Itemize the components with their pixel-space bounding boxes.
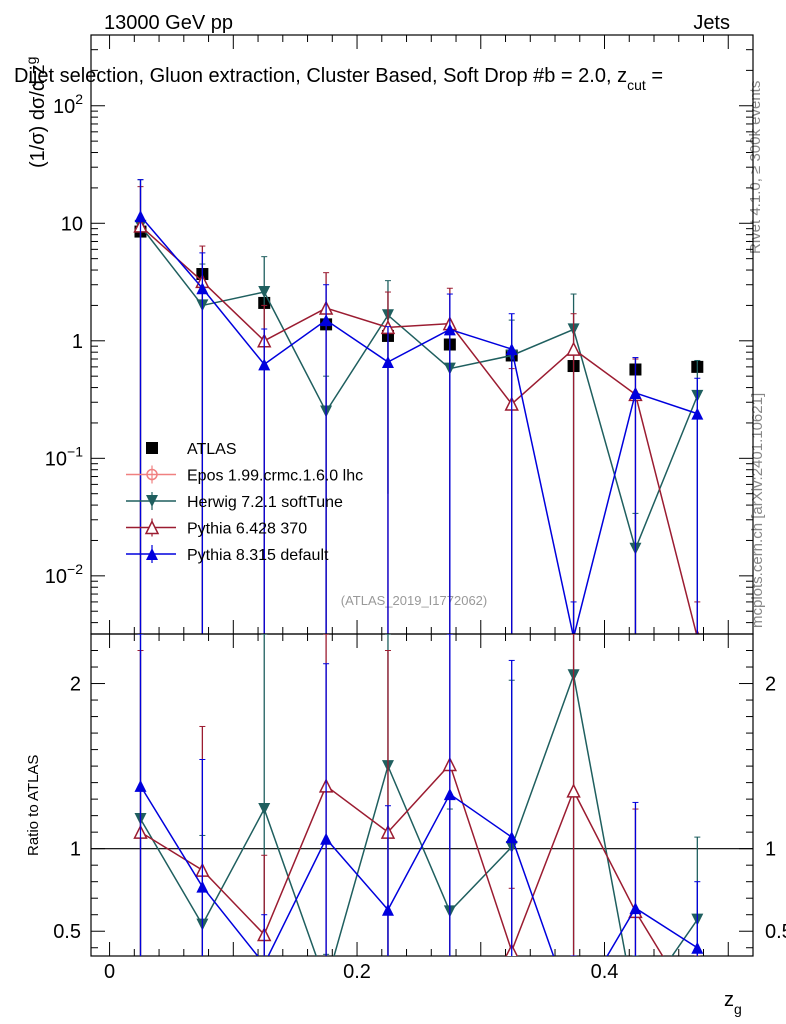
legend-marker <box>146 495 158 507</box>
ratio-point <box>320 832 333 845</box>
data-point <box>258 358 271 371</box>
x-tick-label: 0.4 <box>591 961 619 983</box>
legend-item-pythia6: Pythia 6.428 370 <box>126 518 307 538</box>
legend-label: Herwig 7.2.1 softTune <box>187 494 343 511</box>
series-line <box>139 215 698 634</box>
analysis-title-main: Dijet selection, Gluon extraction, Clust… <box>14 65 627 87</box>
series-pythia8-main <box>134 179 704 634</box>
ratio-y-tick-label: 0.5 <box>765 921 786 943</box>
main-y-axis-label: (1/σ) dσ/d zg <box>23 57 49 168</box>
series-pythia6-main <box>133 186 701 634</box>
x-tick-label: 0.2 <box>343 961 371 983</box>
ratio-point <box>258 958 270 970</box>
ratio-y-tick-label: 1 <box>70 839 81 861</box>
data-point <box>320 314 333 327</box>
ratio-frame <box>90 633 754 957</box>
legend-marker <box>144 519 160 535</box>
main-y-axis-label-text: (1/σ) dσ/d z <box>27 64 49 168</box>
main-y-axis-label-sub: g <box>23 57 39 65</box>
ratio-point <box>258 803 271 816</box>
x-axis-label: zg <box>724 989 742 1017</box>
y-tick-label: 1 <box>72 331 83 353</box>
ratio-point <box>691 941 704 954</box>
ratio-y-tick-label: 0.5 <box>53 921 81 943</box>
y-tick-label-exponent: 2 <box>75 91 83 107</box>
mcplots-label: mcplots.cern.ch [arXiv:2401.10621] <box>749 393 766 628</box>
ratio-point <box>320 978 332 990</box>
series-herwig-main <box>134 179 704 634</box>
y-tick-label-exponent: −2 <box>67 561 83 577</box>
ratio-line <box>140 763 664 956</box>
ratio-point <box>134 779 147 792</box>
series-atlas-main <box>134 225 704 376</box>
ratio-point <box>196 880 209 893</box>
y-tick-label-base: 10 <box>45 566 67 588</box>
main-frame <box>90 34 754 635</box>
legend-label: ATLAS <box>187 441 237 458</box>
data-point <box>505 343 518 356</box>
ratio-panel: 0 0.2 0.4 0.5 0.5 1 1 2 2 <box>53 633 786 1019</box>
ratio-point <box>629 902 642 915</box>
y-tick-label: 10−2 <box>45 561 83 588</box>
series-pythia8-ratio <box>134 634 704 1019</box>
ratio-point <box>568 1007 580 1019</box>
ratio-line <box>139 672 698 956</box>
data-point <box>381 356 394 369</box>
ratio-point <box>629 1003 641 1015</box>
x-axis-label-sub: g <box>734 1001 742 1017</box>
legend-item-herwig: Herwig 7.2.1 softTune <box>126 492 343 511</box>
legend-label: Pythia 8.315 default <box>187 547 329 564</box>
ratio-point <box>691 1007 703 1019</box>
ratio-point <box>381 903 394 916</box>
legend-marker <box>146 468 158 481</box>
series-line <box>139 225 698 634</box>
analysis-title-tail: = <box>646 65 663 87</box>
data-point <box>629 386 642 399</box>
ratio-point <box>566 783 581 798</box>
data-point <box>258 286 271 299</box>
energy-label: 13000 GeV pp <box>104 12 233 34</box>
y-tick-label-base: 10 <box>45 448 67 470</box>
ratio-y-tick-label: 2 <box>765 674 776 696</box>
y-tick-label-exponent: −1 <box>67 443 83 459</box>
y-tick-label: 10 <box>61 213 83 235</box>
analysis-watermark: (ATLAS_2019_I1772062) <box>341 593 487 608</box>
legend: ATLAS Epos 1.99.crmc.1.6.0 lhc Herwig 7.2.… <box>126 441 363 564</box>
data-point <box>572 631 575 634</box>
y-tick-label-base: 1 <box>72 331 83 353</box>
x-tick-label: 0 <box>104 961 115 983</box>
legend-item-atlas: ATLAS <box>146 441 237 458</box>
ratio-y-tick-label: 2 <box>70 674 81 696</box>
ratio-y-axis-label: Ratio to ATLAS <box>25 755 42 856</box>
data-point <box>196 282 209 295</box>
analysis-title: Dijet selection, Gluon extraction, Clust… <box>14 65 663 93</box>
legend-marker <box>146 548 158 560</box>
x-axis-label-text: z <box>724 989 734 1011</box>
analysis-title-sub: cut <box>627 77 646 93</box>
series-line <box>139 225 699 552</box>
ratio-point <box>505 831 518 844</box>
data-point <box>134 210 147 223</box>
ratio-y-tick-label: 1 <box>765 839 776 861</box>
process-label: Jets <box>693 12 730 34</box>
y-tick-label-base: 10 <box>53 96 75 118</box>
legend-marker <box>146 442 158 454</box>
data-point <box>691 407 704 420</box>
data-point <box>566 341 581 356</box>
legend-item-epos: Epos 1.99.crmc.1.6.0 lhc <box>126 465 363 485</box>
legend-label: Epos 1.99.crmc.1.6.0 lhc <box>187 468 363 485</box>
y-tick-label: 10−1 <box>45 443 83 470</box>
data-point <box>443 323 456 336</box>
legend-item-pythia8: Pythia 8.315 default <box>126 545 329 564</box>
series-herwig-ratio <box>134 634 704 1015</box>
y-tick-label-base: 10 <box>61 213 83 235</box>
ratio-point <box>443 788 456 801</box>
y-tick-label: 102 <box>53 91 83 118</box>
legend-label: Pythia 6.428 370 <box>187 521 307 538</box>
ratio-line <box>139 785 698 956</box>
